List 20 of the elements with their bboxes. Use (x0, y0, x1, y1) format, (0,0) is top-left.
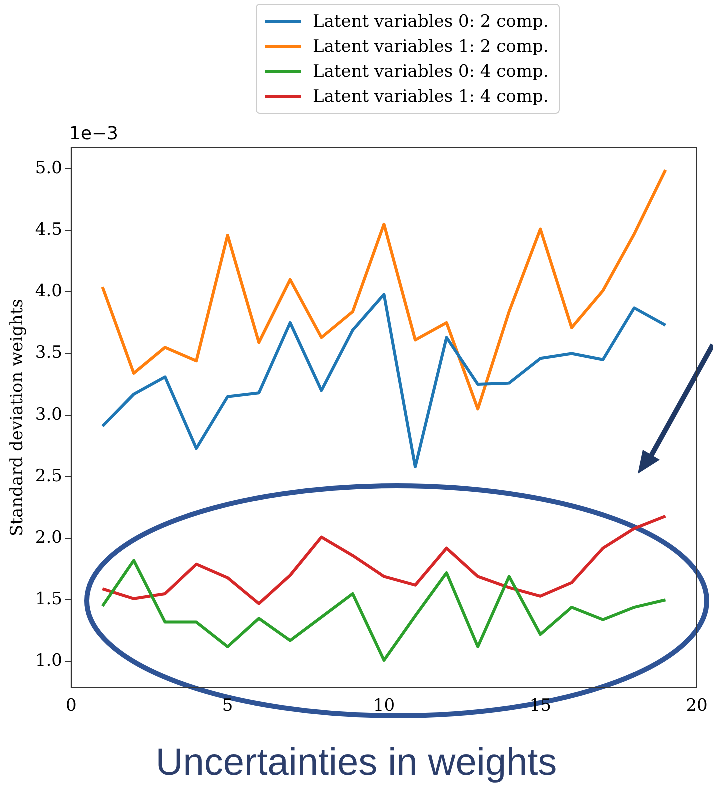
x-tick-label: 0 (66, 696, 77, 716)
y-axis-title: Standard deviation weights (8, 299, 28, 537)
text: Uncertainties in weights (154, 742, 558, 785)
legend-label: Latent variables 0: 4 comp. (313, 62, 549, 82)
y-tick-label: 1.0 (35, 651, 62, 672)
y-tick-label: 2.5 (35, 466, 62, 486)
y-tick-label: 4.0 (35, 282, 62, 302)
legend-label: Latent variables 0: 2 comp. (313, 12, 549, 32)
y-tick-label: 4.5 (35, 220, 62, 240)
x-tick-label: 5 (222, 696, 234, 716)
x-tick-label: 10 (373, 696, 396, 716)
legend-label: Latent variables 1: 4 comp. (313, 86, 549, 106)
y-tick-label: 3.5 (35, 343, 62, 364)
y-tick-label: 3.0 (35, 404, 62, 425)
y-tick-label: 1.5 (35, 590, 62, 610)
y-tick-label: 2.0 (35, 528, 62, 548)
legend-label: Latent variables 1: 2 comp. (313, 36, 549, 56)
x-tick-label: 20 (686, 696, 708, 716)
text: 1e−3 (69, 124, 118, 145)
y-tick-label: 5.0 (35, 158, 62, 178)
